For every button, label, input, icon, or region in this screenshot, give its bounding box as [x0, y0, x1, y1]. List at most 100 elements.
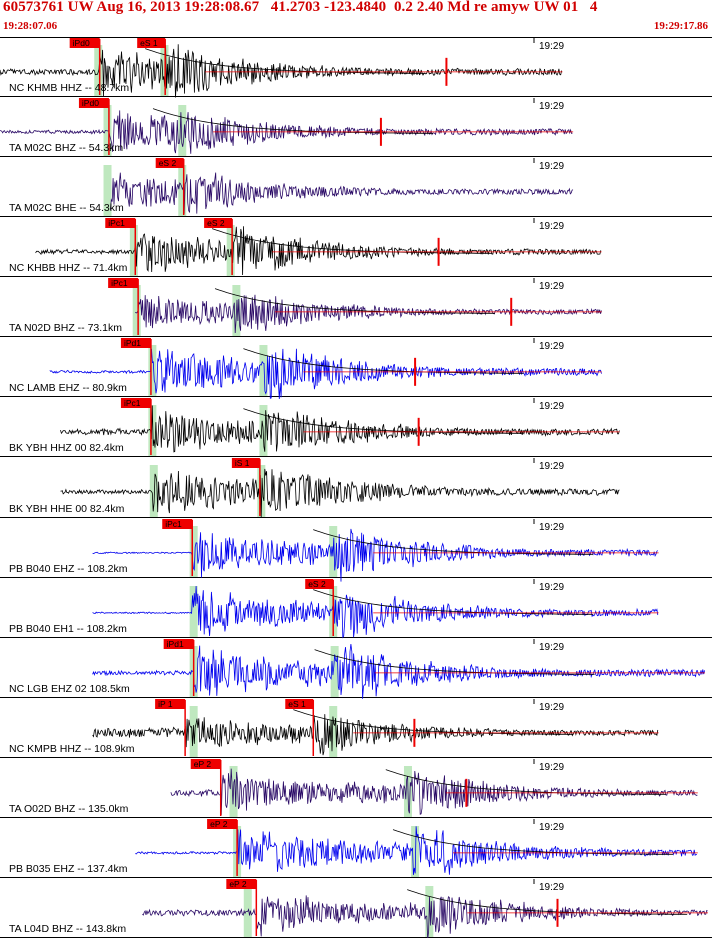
waveform [142, 895, 708, 938]
s-pick-label: iS 1 [235, 458, 250, 468]
station-label: PB B040 EH1 -- 108.2km [9, 623, 127, 635]
s-pick-flag [137, 38, 166, 48]
event-title: 60573761 UW Aug 16, 2013 19:28:08.67 41.… [3, 0, 598, 15]
header-bar: 60573761 UW Aug 16, 2013 19:28:08.67 41.… [0, 0, 712, 38]
trace-panel: 19:29 eP 2 TA O02D BHZ -- 135.0km [0, 759, 712, 818]
trace-panel: 19:29 iPd0 TA M02C BHZ -- 54.3km [0, 98, 712, 157]
s-pick-flag [285, 699, 314, 709]
station-label: TA M02C BHE -- 54.3km [9, 202, 124, 214]
coda-envelope [293, 709, 574, 735]
coda-envelope [313, 529, 594, 555]
trace-panel: 19:29 iPc1 TA N02D BHZ -- 73.1km [0, 278, 712, 337]
minute-label: 19:29 [539, 702, 564, 713]
p-window-band [189, 526, 198, 578]
p-window-band [189, 586, 198, 638]
minute-label: 19:29 [539, 101, 564, 112]
p-pick-flag [108, 278, 139, 288]
s-window-band [259, 345, 268, 397]
minute-label: 19:29 [539, 522, 564, 533]
p-pick-label: eP 2 [229, 879, 247, 889]
p-pick-flag [155, 699, 186, 709]
coda-envelope [243, 348, 524, 374]
coda-envelope [407, 889, 688, 915]
s-window-band [411, 826, 420, 878]
station-label: NC LGB EHZ 02 108.5km [9, 683, 130, 695]
minute-label: 19:29 [539, 882, 564, 893]
p-pick-label: iPc1 [111, 278, 128, 288]
trace-panel: 19:29 iPd1 NC LGB EHZ 02 108.5km [0, 639, 712, 699]
trace-panel: 19:29 iPc1 eS 2 NC KHBB HHZ -- 71.4km [0, 218, 712, 277]
minute-label: 19:29 [539, 341, 564, 352]
coda-envelope [385, 769, 666, 795]
minute-label: 19:29 [539, 582, 564, 593]
trace-panel: 19:29 iPc1 PB B040 EHZ -- 108.2km [0, 519, 712, 582]
waveform [60, 468, 620, 518]
p-pick-label: iPd1 [124, 338, 141, 348]
station-label: TA N02D BHZ -- 73.1km [9, 322, 122, 334]
coda-envelope [313, 589, 594, 615]
p-pick-flag [163, 639, 194, 649]
minute-label: 19:29 [539, 161, 564, 172]
s-pick-label: eS 2 [308, 579, 326, 589]
s-window-band [178, 165, 187, 217]
p-window-band [149, 465, 158, 518]
waveform [170, 768, 698, 816]
trace-panel: 19:29 iS 1 BK YBH HHE 00 82.4km [0, 458, 712, 518]
trace-panel: 19:29 iPd0 eS 1 NC KHMB HHZ -- 48.7km [0, 38, 712, 98]
station-label: BK YBH HHZ 00 82.4km [9, 442, 124, 454]
p-pick-flag [69, 38, 100, 48]
coda-envelope [214, 288, 496, 314]
p-window-band [243, 886, 252, 938]
waveform [49, 348, 602, 400]
station-label: NC LAMB EHZ -- 80.9km [9, 382, 127, 394]
p-pick-label: iPd0 [82, 98, 99, 108]
p-window-band [148, 405, 157, 457]
station-label: BK YBH HHE 00 82.4km [9, 503, 125, 515]
s-pick-label: eS 2 [159, 158, 177, 168]
waveform [92, 714, 659, 756]
end-time: 19:29:17.86 [653, 20, 708, 32]
minute-label: 19:29 [539, 461, 564, 472]
trace-panel: 19:29 eP 2 PB B035 EHZ -- 137.4km [0, 819, 712, 878]
p-pick-label: iPd0 [73, 38, 90, 48]
waveform [110, 172, 574, 214]
waveform [92, 528, 659, 582]
coda-envelope [243, 408, 524, 434]
p-window-band [132, 285, 141, 337]
coda-envelope [392, 829, 674, 855]
waveform [0, 44, 562, 98]
waveform [135, 826, 697, 875]
p-pick-label: eP 2 [210, 819, 228, 829]
s-pick-flag [231, 458, 260, 468]
waveform [92, 585, 659, 639]
p-pick-flag [226, 879, 257, 889]
s-pick-label: eS 1 [140, 38, 158, 48]
minute-label: 19:29 [539, 822, 564, 833]
p-pick-label: iPc1 [124, 398, 141, 408]
trace-panel: 19:29 iPd1 NC LAMB EHZ -- 80.9km [0, 338, 712, 400]
s-window-band [329, 706, 338, 758]
trace-panel: 19:29 eS 2 TA M02C BHE -- 54.3km [0, 158, 712, 217]
trace-panel: 19:29 eS 2 PB B040 EH1 -- 108.2km [0, 579, 712, 639]
coda-envelope [211, 228, 493, 254]
s-pick-flag [204, 218, 233, 228]
station-label: PB B040 EHZ -- 108.2km [9, 563, 128, 575]
p-pick-flag [190, 759, 221, 769]
waveform [0, 110, 573, 154]
p-pick-label: iP 1 [158, 699, 173, 709]
minute-label: 19:29 [539, 642, 564, 653]
station-label: TA O02D BHZ -- 135.0km [9, 803, 129, 815]
p-pick-flag [78, 98, 109, 108]
waveform [135, 294, 602, 334]
start-time: 19:28:07.06 [3, 20, 58, 32]
station-label: PB B035 EHZ -- 137.4km [9, 863, 128, 875]
station-label: TA L04D BHZ -- 143.8km [9, 923, 126, 935]
p-pick-flag [105, 218, 136, 228]
coda-envelope [145, 48, 426, 74]
s-pick-label: eS 1 [288, 699, 306, 709]
waveform [60, 405, 620, 453]
waveform [92, 644, 705, 699]
p-pick-label: eP 2 [194, 759, 212, 769]
s-window-band [330, 646, 339, 698]
p-pick-label: iPc1 [165, 519, 182, 529]
